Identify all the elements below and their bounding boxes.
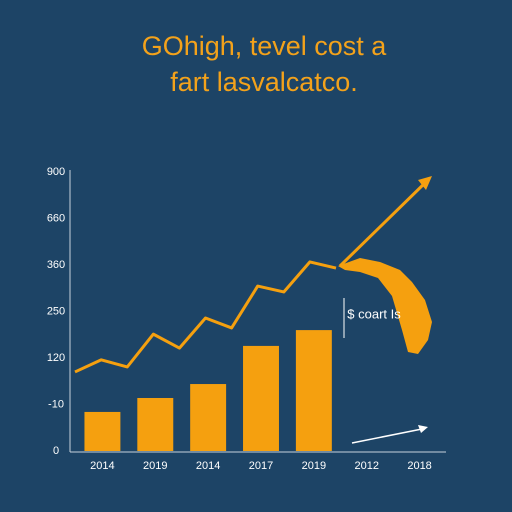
bar — [137, 397, 174, 451]
map-shape — [338, 258, 432, 354]
y-tick-label: 120 — [47, 352, 65, 364]
bar — [295, 330, 332, 451]
x-tick-label: 2017 — [249, 460, 273, 472]
bar — [190, 384, 227, 451]
arrow-head — [418, 176, 432, 190]
y-tick-label: -10 — [48, 398, 64, 410]
x-tick-label: 2012 — [354, 460, 378, 472]
line — [74, 260, 337, 374]
chart-title: GOhigh, tevel cost a — [142, 31, 388, 61]
x-tick-label: 2019 — [143, 460, 167, 472]
y-tick-label: 360 — [47, 259, 65, 271]
arrow — [351, 428, 423, 444]
x-tick-label: 2014 — [196, 460, 220, 472]
y-tick-label: 900 — [47, 166, 65, 178]
trend-arrow — [338, 178, 430, 268]
arrow-head — [418, 425, 428, 433]
y-tick-label: 0 — [53, 445, 59, 457]
x-tick-label: 2018 — [407, 460, 431, 472]
bar — [243, 345, 279, 451]
x-tick-label: 2014 — [90, 460, 114, 472]
bar — [84, 411, 121, 451]
y-tick-label: 250 — [47, 305, 65, 317]
chart-title: fart lasvalcatco. — [170, 67, 358, 97]
x-tick-label: 2019 — [302, 460, 326, 472]
annotation: $ coart Is — [347, 306, 401, 321]
y-tick-label: 660 — [47, 212, 65, 224]
